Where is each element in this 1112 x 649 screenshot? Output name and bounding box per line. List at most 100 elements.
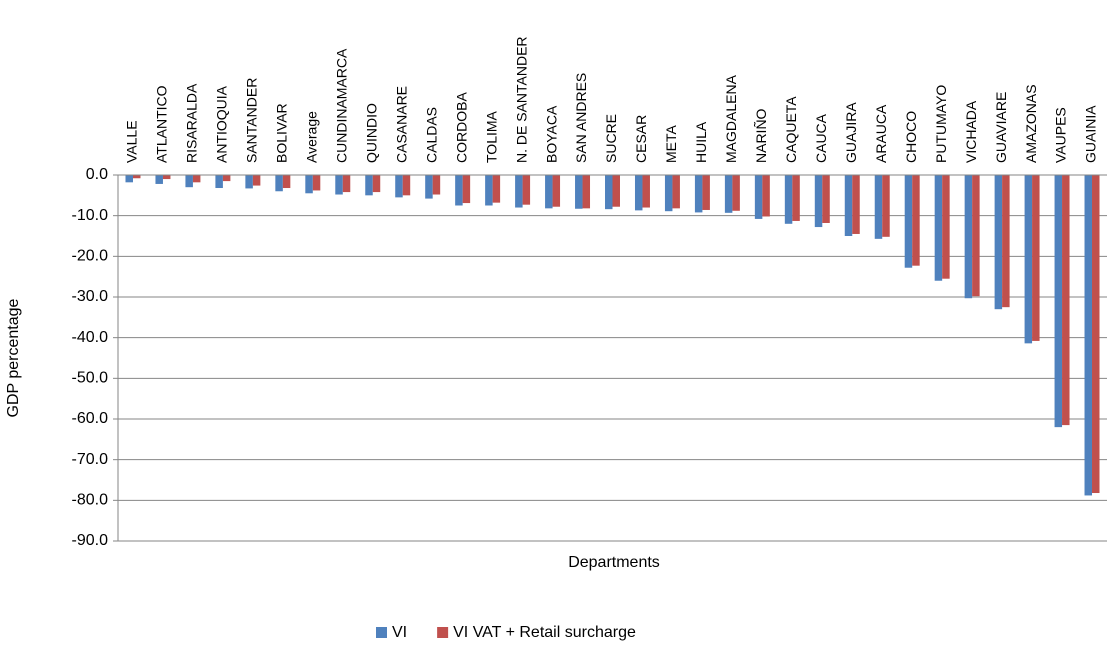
x-tick-label: N. DE SANTANDER <box>513 36 529 163</box>
x-tick-label: CHOCO <box>903 111 919 163</box>
bar <box>522 175 531 205</box>
bar <box>942 175 950 279</box>
x-tick-label: Average <box>304 111 320 163</box>
bar <box>552 175 561 207</box>
bar <box>185 175 193 188</box>
bar <box>575 175 583 209</box>
bar <box>912 175 920 266</box>
bar <box>425 175 433 199</box>
bar <box>1084 175 1093 496</box>
bar <box>612 175 620 207</box>
bar <box>1024 175 1033 344</box>
bar <box>222 175 231 182</box>
bar <box>455 175 463 206</box>
y-tick-label: -30.0 <box>72 288 109 305</box>
legend-label: VI <box>392 624 407 641</box>
bar <box>252 175 261 186</box>
x-tick-label: GUAJIRA <box>843 102 859 163</box>
x-tick-label: RISARALDA <box>184 83 200 163</box>
bar <box>882 175 890 237</box>
bar <box>492 175 501 203</box>
y-tick-label: -90.0 <box>72 532 109 549</box>
y-axis-title: GDP percentage <box>5 298 22 417</box>
bar <box>672 175 680 209</box>
bar <box>972 175 980 297</box>
x-tick-label: ARAUCA <box>873 104 889 163</box>
bar <box>582 175 591 209</box>
bar <box>342 175 351 193</box>
bar <box>934 175 943 281</box>
bar <box>784 175 793 224</box>
bar <box>822 175 830 223</box>
bar <box>245 175 253 189</box>
bar <box>732 175 740 211</box>
bar <box>642 175 650 208</box>
bar <box>994 175 1003 310</box>
x-tick-label: GUAINIA <box>1083 105 1099 163</box>
x-tick-label: SANTANDER <box>244 78 260 163</box>
bar <box>545 175 553 209</box>
bar <box>192 175 201 183</box>
bar <box>762 175 770 217</box>
x-tick-label: QUINDIO <box>363 103 379 163</box>
y-tick-label: -70.0 <box>72 451 109 468</box>
legend-swatch <box>376 627 387 638</box>
bar <box>402 175 411 196</box>
bar <box>852 175 860 234</box>
x-tick-label: PUTUMAYO <box>933 85 949 163</box>
x-tick-label: VAUPES <box>1053 107 1069 163</box>
x-tick-label: CESAR <box>633 115 649 163</box>
bar <box>335 175 343 195</box>
bar <box>754 175 763 219</box>
x-tick-label: AMAZONAS <box>1023 84 1039 163</box>
bar <box>1032 175 1040 341</box>
bar <box>904 175 913 268</box>
bar <box>305 175 313 194</box>
bar <box>275 175 283 192</box>
bar <box>462 175 471 204</box>
x-tick-label: TOLIMA <box>483 110 499 163</box>
bar <box>485 175 493 206</box>
y-tick-label: -40.0 <box>72 329 109 346</box>
bar <box>282 175 291 189</box>
x-tick-label: ATLANTICO <box>154 85 170 163</box>
x-tick-label: CUNDINAMARCA <box>333 48 349 163</box>
x-tick-label: NARIÑO <box>753 108 769 163</box>
bar <box>702 175 710 210</box>
x-tick-label: SAN ANDRES <box>573 73 589 163</box>
bar <box>132 175 141 179</box>
bar <box>634 175 643 211</box>
bar <box>365 175 373 196</box>
x-tick-label: HUILA <box>693 121 709 163</box>
bar <box>694 175 703 213</box>
x-tick-label: CAQUETA <box>783 96 799 163</box>
bar <box>844 175 853 236</box>
x-tick-label: SUCRE <box>603 114 619 163</box>
bar <box>515 175 523 208</box>
y-tick-label: -50.0 <box>72 370 109 387</box>
y-tick-label: 0.0 <box>86 166 108 183</box>
x-axis-title: Departments <box>568 554 660 571</box>
bar <box>724 175 733 213</box>
x-tick-label: CAUCA <box>813 113 829 163</box>
x-tick-label: CASANARE <box>393 86 409 163</box>
legend-label: VI VAT + Retail surcharge <box>453 624 636 641</box>
x-tick-label: GUAVIARE <box>993 92 1009 163</box>
bar <box>605 175 613 210</box>
bar <box>1002 175 1010 308</box>
x-tick-label: VICHADA <box>963 100 979 163</box>
x-tick-label: CORDOBA <box>453 92 469 163</box>
x-tick-label: MAGDALENA <box>723 74 739 163</box>
y-tick-label: -80.0 <box>72 492 109 509</box>
bar <box>125 175 133 183</box>
x-tick-label: VALLE <box>124 120 140 163</box>
x-tick-label: META <box>663 124 679 163</box>
bar <box>432 175 441 195</box>
bar <box>1092 175 1100 494</box>
x-tick-label: CALDAS <box>423 107 439 163</box>
legend-swatch <box>437 627 449 638</box>
bar <box>155 175 163 184</box>
bar <box>874 175 883 239</box>
